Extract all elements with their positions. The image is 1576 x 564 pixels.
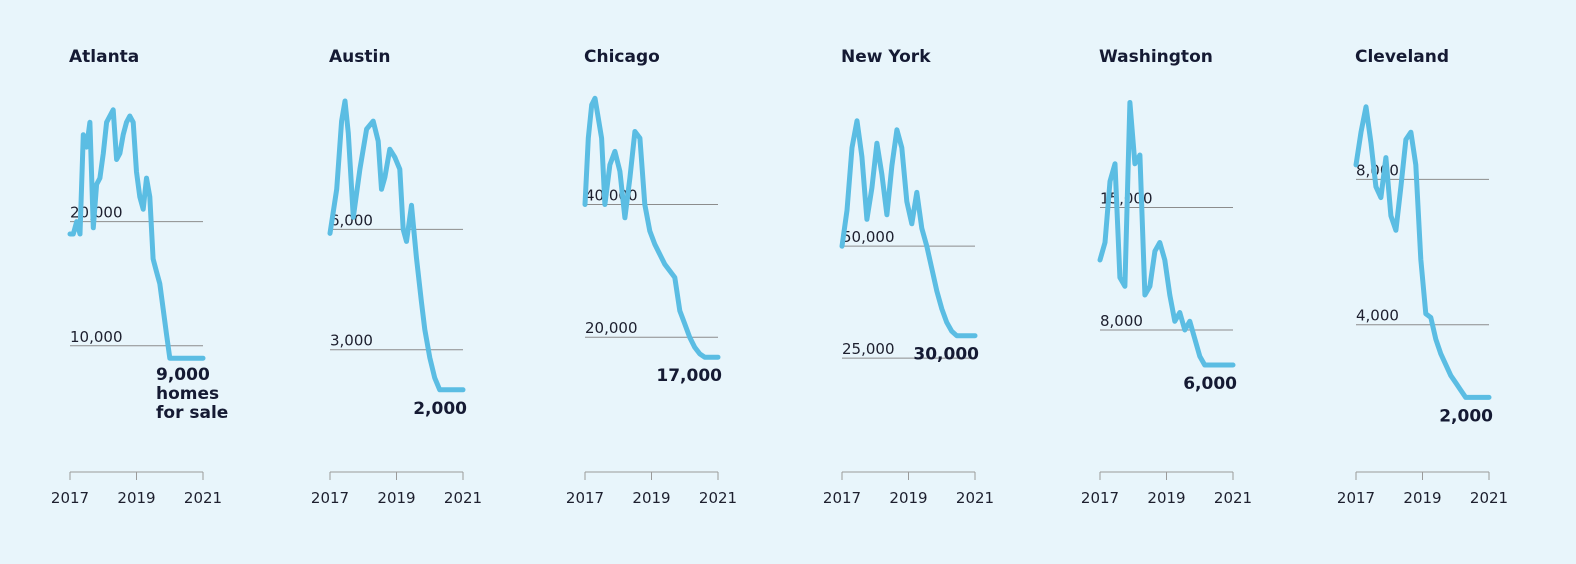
x-tick-label: 2017	[823, 489, 861, 507]
x-tick-label: 2019	[1403, 489, 1441, 507]
x-tick-label: 2021	[184, 489, 222, 507]
x-tick-label: 2019	[632, 489, 670, 507]
end-value-label: homes	[156, 384, 219, 404]
x-tick-label: 2019	[1147, 489, 1185, 507]
gridline-label: 8,000	[1356, 161, 1399, 179]
end-value-label: 17,000	[656, 366, 722, 386]
chart-title: Austin	[329, 47, 390, 67]
x-tick-label: 2019	[117, 489, 155, 507]
x-tick-label: 2017	[1081, 489, 1119, 507]
gridline-label: 8,000	[1100, 312, 1143, 330]
x-tick-label: 2017	[566, 489, 604, 507]
x-tick-label: 2021	[1214, 489, 1252, 507]
series-line	[582, 95, 721, 360]
gridline-label: 10,000	[70, 328, 123, 346]
end-value-label: 30,000	[913, 345, 979, 365]
chart-panel-cleveland: Cleveland 8,000 4,000 2017 2019 2021 2,000	[1337, 47, 1508, 507]
chart-title: Atlanta	[69, 47, 139, 67]
x-tick-label: 2021	[956, 489, 994, 507]
end-value-label: 6,000	[1183, 374, 1237, 394]
end-value-label: 2,000	[413, 399, 467, 419]
end-value-label: for sale	[156, 403, 228, 423]
x-tick-label: 2017	[311, 489, 349, 507]
gridline-label: 50,000	[842, 228, 895, 246]
series-line	[1353, 104, 1492, 400]
series-line	[1097, 100, 1236, 368]
chart-title: Cleveland	[1355, 47, 1449, 67]
x-tick-label: 2019	[889, 489, 927, 507]
chart-title: New York	[841, 47, 931, 67]
x-tick-label: 2021	[444, 489, 482, 507]
gridline-label: 20,000	[585, 319, 638, 337]
series-line	[839, 118, 978, 339]
x-tick-label: 2017	[1337, 489, 1375, 507]
gridline-label: 4,000	[1356, 307, 1399, 325]
chart-panel-austin: Austin 6,000 3,000 2017 2019 2021 2,000	[311, 47, 482, 507]
gridline-label: 25,000	[842, 340, 895, 358]
series-line	[327, 98, 466, 393]
x-tick-label: 2021	[699, 489, 737, 507]
end-value-label: 9,000	[156, 365, 210, 385]
series-line	[67, 107, 206, 361]
x-tick-label: 2019	[377, 489, 415, 507]
chart-panel-new-york: New York 50,000 25,000 2017 2019 2021 30,000	[823, 47, 994, 507]
chart-title: Chicago	[584, 47, 660, 67]
chart-title: Washington	[1099, 47, 1213, 67]
x-tick-label: 2017	[51, 489, 89, 507]
x-tick-label: 2021	[1470, 489, 1508, 507]
gridline-label: 3,000	[330, 332, 373, 350]
end-value-label: 2,000	[1439, 406, 1493, 426]
gridline-label: 6,000	[330, 211, 373, 229]
